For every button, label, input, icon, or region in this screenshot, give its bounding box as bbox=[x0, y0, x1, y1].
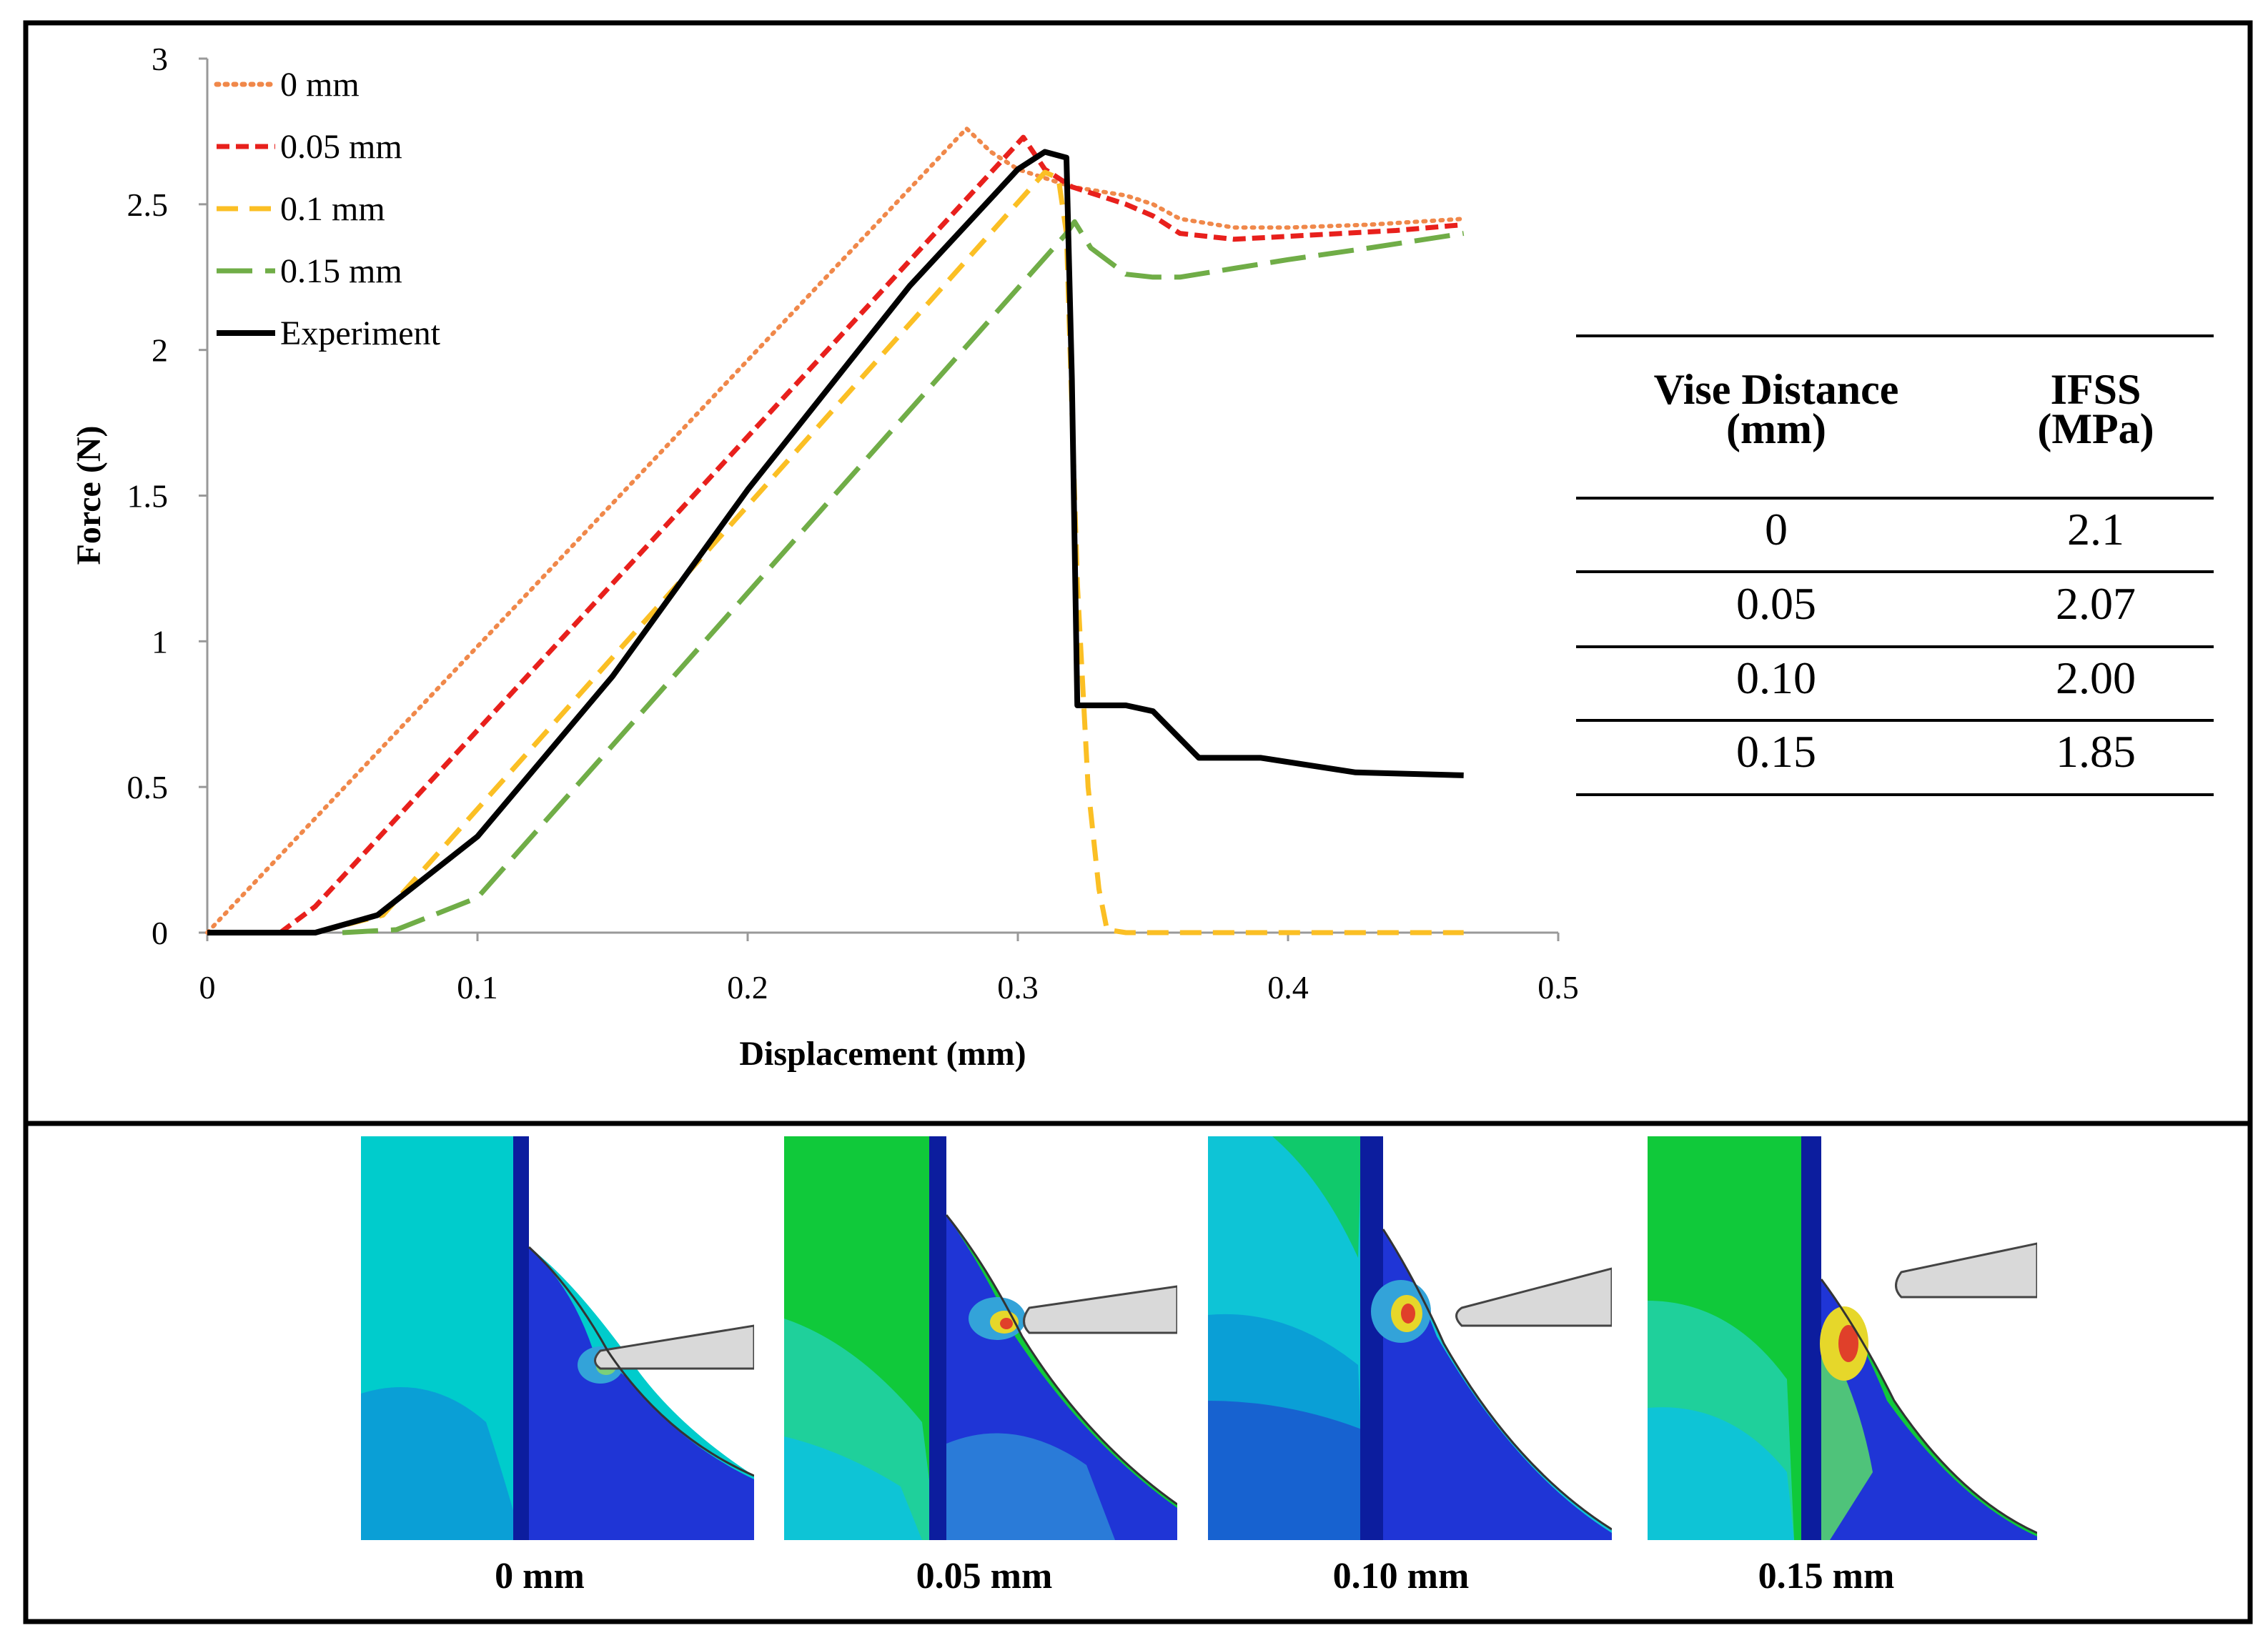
fea-panel-015mm bbox=[1648, 1136, 2037, 1540]
x-tick-label: 0.2 bbox=[727, 969, 768, 1006]
series-line-0-mm bbox=[205, 126, 1466, 935]
table-cell: 1.85 bbox=[2056, 726, 2136, 777]
table-header-col1-line2: (mm) bbox=[1726, 405, 1826, 452]
table-header-col2-line2: (MPa) bbox=[2037, 405, 2154, 452]
y-tick-label: 1 bbox=[152, 623, 168, 660]
series-lines bbox=[205, 126, 1466, 935]
x-tick-label: 0 bbox=[199, 969, 216, 1006]
y-tick-label: 3 bbox=[152, 41, 168, 77]
bottom-panel-frame bbox=[23, 1121, 2253, 1624]
table-cell: 2.00 bbox=[2056, 652, 2136, 703]
table-header-col2-line1: IFSS bbox=[2051, 366, 2141, 413]
y-axis-title: Force (N) bbox=[70, 426, 108, 565]
y-tick-label: 2 bbox=[152, 332, 168, 369]
ifss-table: Vise Distance (mm) IFSS (MPa) 0 2.1 0.05… bbox=[1576, 334, 2214, 796]
y-ticks: 0 0.5 1 1.5 2 2.5 3 bbox=[127, 41, 207, 951]
series-line-0-15-mm bbox=[342, 219, 1465, 935]
legend-label: 0 mm bbox=[280, 66, 360, 104]
y-tick-label: 2.5 bbox=[127, 187, 169, 223]
x-tick-label: 0.5 bbox=[1537, 969, 1579, 1006]
chart: 0 0.5 1 1.5 2 2.5 3 0 0.1 0.2 0.3 0.4 0.5 0 mm 0.05 … bbox=[70, 41, 1579, 1073]
panel-label-005mm: 0.05 mm bbox=[916, 1556, 1053, 1597]
fea-panel-010mm bbox=[1208, 1136, 1612, 1540]
fea-panel-0mm bbox=[361, 1136, 754, 1540]
panel-label-010mm: 0.10 mm bbox=[1333, 1556, 1470, 1597]
series-line-0-05-mm bbox=[279, 134, 1464, 935]
fea-panel-005mm bbox=[784, 1136, 1177, 1540]
x-tick-label: 0.3 bbox=[997, 969, 1039, 1006]
table-cell: 0 bbox=[1765, 504, 1788, 555]
panel-label-015mm: 0.15 mm bbox=[1758, 1556, 1895, 1597]
x-ticks: 0 0.1 0.2 0.3 0.4 0.5 bbox=[199, 933, 1579, 1006]
table-header-col1-line1: Vise Distance bbox=[1654, 366, 1899, 413]
x-tick-label: 0.1 bbox=[457, 969, 498, 1006]
x-tick-label: 0.4 bbox=[1267, 969, 1309, 1006]
legend-label: 0.1 mm bbox=[280, 190, 385, 228]
table-cell: 2.1 bbox=[2067, 504, 2124, 555]
y-tick-label: 0.5 bbox=[127, 769, 169, 805]
panel-label-0mm: 0 mm bbox=[495, 1556, 585, 1597]
series-line-experiment bbox=[207, 149, 1464, 935]
legend-label: 0.05 mm bbox=[280, 128, 402, 166]
table-cell: 0.10 bbox=[1736, 652, 1816, 703]
table-cell: 0.15 bbox=[1736, 726, 1816, 777]
legend: 0 mm 0.05 mm 0.1 mm 0.15 mm Experiment bbox=[214, 66, 441, 352]
table-cell: 2.07 bbox=[2056, 578, 2136, 629]
x-axis-title: Displacement (mm) bbox=[739, 1035, 1026, 1073]
legend-label: 0.15 mm bbox=[280, 252, 402, 290]
table-cell: 0.05 bbox=[1736, 578, 1816, 629]
y-tick-label: 1.5 bbox=[127, 478, 169, 515]
y-tick-label: 0 bbox=[152, 915, 168, 951]
legend-label: Experiment bbox=[280, 314, 441, 352]
